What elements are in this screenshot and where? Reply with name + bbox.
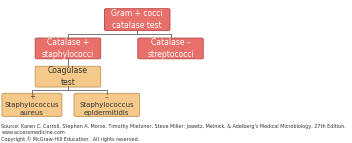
FancyBboxPatch shape — [35, 38, 101, 59]
Text: +
Staphylococcus
aureus: + Staphylococcus aureus — [5, 94, 59, 116]
FancyBboxPatch shape — [2, 93, 62, 116]
Text: Coagulase
test: Coagulase test — [48, 66, 88, 87]
FancyBboxPatch shape — [105, 9, 170, 31]
Text: Catalase +
staphylococci: Catalase + staphylococci — [42, 38, 94, 59]
Text: Gram + cocci
catalase test: Gram + cocci catalase test — [112, 9, 163, 30]
FancyBboxPatch shape — [138, 38, 203, 59]
Text: Catalase –
streptococci: Catalase – streptococci — [147, 38, 194, 59]
FancyBboxPatch shape — [74, 93, 139, 116]
Text: –
Staphylococcus
epidermitidis: – Staphylococcus epidermitidis — [80, 94, 134, 116]
FancyBboxPatch shape — [35, 66, 101, 87]
Text: Source: Karen C. Carroll, Stephen A. Morse, Timothy Mietzner, Steve Miller: Jawe: Source: Karen C. Carroll, Stephen A. Mor… — [1, 124, 346, 142]
